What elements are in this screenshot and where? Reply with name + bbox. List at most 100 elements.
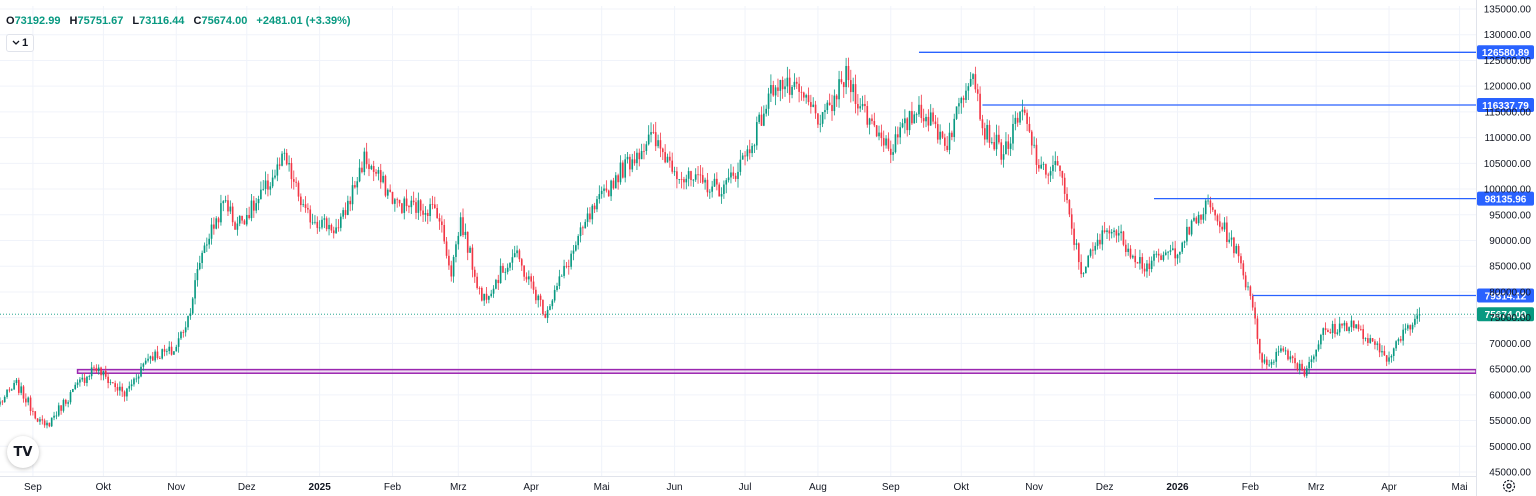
- interval-button[interactable]: 1: [6, 34, 34, 52]
- candle-body: [213, 224, 215, 229]
- candle-body: [224, 200, 227, 202]
- x-tick-label: Mrz: [1308, 482, 1325, 493]
- candle-body: [1094, 245, 1097, 251]
- candle-body: [706, 179, 709, 193]
- candle-body: [492, 288, 495, 294]
- candle-body: [337, 227, 340, 229]
- candle-body: [248, 214, 250, 219]
- candle-body: [716, 178, 718, 185]
- candle-body: [502, 265, 504, 273]
- candle-body: [29, 397, 32, 411]
- candle-body: [13, 383, 15, 390]
- candle-body: [488, 296, 490, 300]
- candle-body: [1113, 230, 1115, 233]
- candle-body: [1070, 214, 1073, 229]
- candle-body: [983, 128, 986, 140]
- candle-body: [147, 358, 149, 361]
- candle-body: [610, 180, 612, 197]
- candle-body: [530, 276, 532, 282]
- candle-body: [720, 194, 723, 197]
- candle-body: [1080, 262, 1082, 275]
- candle-body: [396, 199, 399, 201]
- candle-body: [1383, 351, 1386, 356]
- x-tick-label: Nov: [167, 482, 185, 493]
- candle-body: [734, 175, 737, 179]
- level-label-box: [1477, 98, 1534, 113]
- candle-body: [93, 367, 95, 369]
- candle-body: [497, 279, 500, 284]
- candle-body: [1209, 200, 1212, 208]
- candle-body: [687, 171, 690, 179]
- candle-body: [1348, 327, 1350, 332]
- candle-body: [678, 179, 681, 180]
- candle-body: [577, 236, 580, 246]
- candle-body: [692, 179, 695, 181]
- candle-body: [523, 265, 525, 277]
- candle-body: [671, 160, 674, 172]
- candle-body: [723, 184, 725, 195]
- candle-body: [685, 178, 688, 183]
- candle-body: [344, 210, 347, 215]
- candle-body: [201, 252, 203, 263]
- candle-body: [1124, 244, 1127, 252]
- candle-body: [527, 276, 530, 280]
- candle-body: [1305, 368, 1308, 376]
- candle-body: [119, 386, 121, 391]
- candle-body: [1343, 322, 1346, 326]
- candle-body: [69, 392, 72, 403]
- candle-body: [965, 90, 967, 100]
- candle-body: [314, 221, 316, 223]
- level-label-box: [1477, 288, 1534, 303]
- candle-body: [36, 418, 39, 422]
- candle-body: [1110, 232, 1113, 234]
- candle-body: [680, 179, 683, 180]
- gear-icon[interactable]: [1501, 478, 1517, 494]
- candle-body: [321, 219, 323, 228]
- candle-body: [384, 175, 387, 196]
- candle-body: [1233, 237, 1235, 254]
- candle-body: [330, 224, 333, 231]
- candle-body: [908, 111, 911, 131]
- candle-body: [953, 118, 956, 138]
- candle-body: [626, 156, 629, 160]
- candle-body: [1409, 325, 1412, 330]
- candle-body: [466, 231, 469, 253]
- candle-body: [1164, 252, 1167, 255]
- candle-body: [1174, 248, 1176, 259]
- candle-body: [1188, 226, 1191, 235]
- candle-body: [274, 175, 276, 178]
- candle-body: [149, 356, 152, 359]
- candle-body: [1150, 260, 1153, 269]
- candle-body: [647, 134, 650, 145]
- candle-body: [974, 74, 977, 90]
- horizontal-levels: 126580.89 116337.79 98135.96 79314.12 75674.…: [0, 45, 1534, 322]
- candle-body: [805, 95, 807, 98]
- candle-body: [473, 269, 476, 277]
- candle-body: [79, 379, 81, 383]
- candle-body: [810, 102, 812, 107]
- candle-body: [1120, 231, 1122, 234]
- candle-body: [857, 103, 859, 109]
- tradingview-logo-icon[interactable]: TV: [7, 436, 39, 468]
- candle-body: [885, 138, 887, 146]
- candle-body: [1357, 324, 1360, 330]
- candle-body: [1303, 370, 1306, 376]
- candle-body: [934, 121, 937, 125]
- candle-body: [746, 149, 749, 157]
- y-tick-label: 115000.00: [1484, 107, 1531, 118]
- candle-body: [1329, 332, 1332, 333]
- candle-body: [1129, 248, 1132, 258]
- candle-body: [459, 217, 462, 236]
- candle-body: [1186, 226, 1188, 242]
- candle-body: [1162, 254, 1165, 260]
- candle-body: [295, 181, 297, 183]
- x-tick-label: Okt: [953, 482, 969, 493]
- y-tick-label: 125000.00: [1484, 56, 1532, 67]
- candle-body: [135, 378, 138, 380]
- candle-body: [86, 376, 88, 383]
- candle-body: [81, 377, 84, 380]
- candle-body: [1005, 141, 1007, 155]
- candle-body: [1056, 161, 1059, 166]
- candle-body: [133, 378, 135, 385]
